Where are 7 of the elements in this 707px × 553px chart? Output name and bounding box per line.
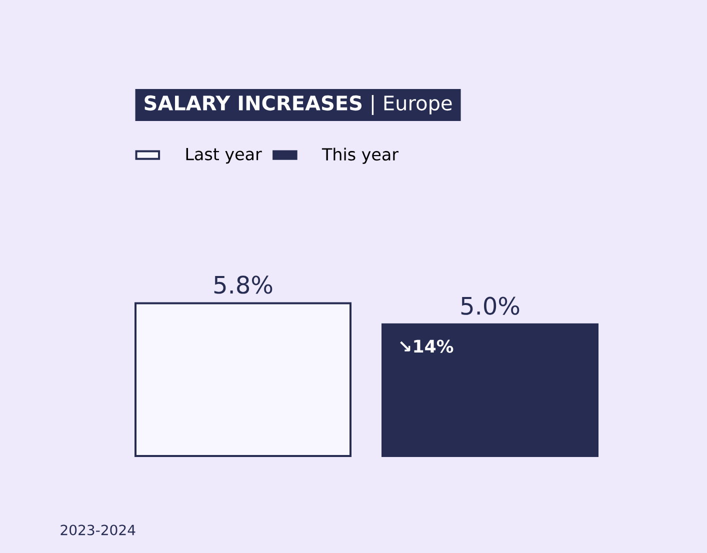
chart-title: SALARY INCREASES | Europe xyxy=(144,94,452,115)
legend-label: This year xyxy=(322,148,399,164)
legend-label: Last year xyxy=(186,148,262,164)
text: 2023-2024 xyxy=(60,524,136,536)
data-label: 5.8% xyxy=(214,276,272,294)
annotation: ↘14% xyxy=(400,340,454,353)
data-label: 5.0% xyxy=(461,296,520,315)
